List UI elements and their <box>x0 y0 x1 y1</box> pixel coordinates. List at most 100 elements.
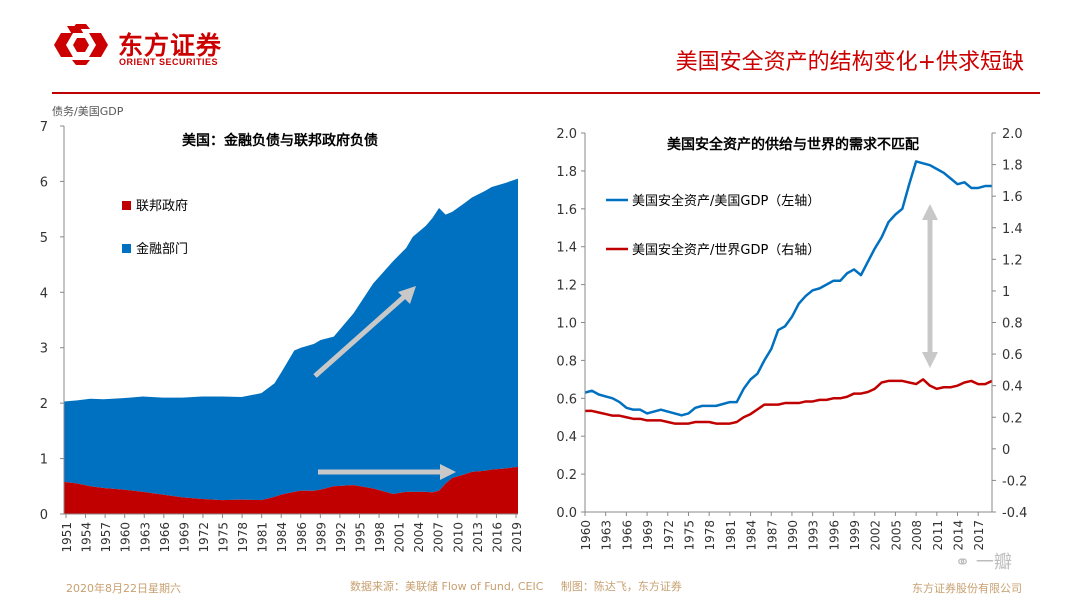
footer-company: 东方证券股份有限公司 <box>912 582 1022 595</box>
chart-safe-asset-supply-demand: 0.0 0.2 0.4 0.6 0.8 1.0 1.2 1.4 1.6 1.8 2.0 -0.4 -0.… <box>556 127 1027 551</box>
right-chart-right-y-tick-label: 1.8 <box>1002 159 1023 174</box>
footer-source-block: 数据来源：美联储 Flow of Fund, CEIC 制图：陈达飞，东方证券 <box>350 578 696 594</box>
right-x-tick-label: 1993 <box>807 520 821 551</box>
right-chart-left-y-tick-label: 1.0 <box>556 317 577 332</box>
left-plot-area <box>64 178 518 514</box>
right-x-tick-label: 1999 <box>848 520 862 551</box>
right-chart-right-y-tick-label: 0.8 <box>1002 317 1023 332</box>
left-y-tick-label: 7 <box>40 120 48 135</box>
right-x-tick-label: 2011 <box>931 520 945 551</box>
right-chart-right-y-tick-label: 1.6 <box>1002 190 1023 205</box>
left-x-tick-label: 1995 <box>353 522 367 553</box>
left-y-tick-label: 6 <box>40 175 48 190</box>
right-chart-right-y-tick-label: 2.0 <box>1002 127 1023 142</box>
right-x-tick-label: 1966 <box>620 520 634 551</box>
right-chart-right-y-tick-label: 0.6 <box>1002 348 1023 363</box>
footer-date: 2020年8月22日星期六 <box>66 582 181 595</box>
right-x-tick-label: 1984 <box>745 520 759 551</box>
right-chart-right-y-tick-label: -0.4 <box>1002 506 1027 521</box>
left-y-tick-label: 3 <box>40 342 48 357</box>
right-chart-right-y-tick-label: 1.4 <box>1002 222 1023 237</box>
right-x-tick-label: 1963 <box>600 520 614 551</box>
right-chart-left-y-tick-label: 0.8 <box>556 354 577 369</box>
right-x-tick-label: 1978 <box>703 520 717 551</box>
left-x-tick-label: 1966 <box>158 522 172 553</box>
left-y-tick-label: 0 <box>40 508 48 523</box>
line-us-safe-asset-to-world-gdp <box>585 378 993 425</box>
right-x-tick-label: 1960 <box>579 520 593 551</box>
left-x-tick-label: 1960 <box>119 522 133 553</box>
left-x-tick-label: 2019 <box>510 522 524 553</box>
right-chart-left-y-tick-label: 1.6 <box>556 203 577 218</box>
right-plot-area <box>584 160 993 425</box>
left-x-tick-label: 1969 <box>177 522 191 553</box>
arrow-flat-federal <box>318 464 456 480</box>
right-x-tick-label: 1996 <box>827 520 841 551</box>
legend-label-federal: 联邦政府 <box>136 199 188 214</box>
title-divider <box>52 92 1040 94</box>
arrow-supply-demand-gap <box>922 204 938 368</box>
legend-label-us-gdp: 美国安全资产/美国GDP（左轴） <box>632 193 820 209</box>
right-x-tick-label: 1990 <box>786 520 800 551</box>
left-x-tick-label: 1992 <box>334 522 348 553</box>
right-x-tick-label: 2017 <box>972 520 986 551</box>
right-chart-left-y-tick-label: 0.4 <box>556 430 577 445</box>
right-chart-right-y-tick-label: 0.2 <box>1002 411 1023 426</box>
right-chart-left-y-tick-label: 0.0 <box>556 506 577 521</box>
right-x-tick-label: 2005 <box>889 520 903 551</box>
left-ylabel: 债务/美国GDP <box>52 104 124 118</box>
right-chart-left-y-tick-label: 0.2 <box>556 468 577 483</box>
left-x-tick-label: 1972 <box>197 522 211 553</box>
right-chart-right-y-tick-label: -0.2 <box>1002 474 1027 489</box>
right-chart-right-y-tick-label: 0 <box>1002 443 1010 458</box>
right-chart-right-y-tick-label: 1.2 <box>1002 253 1023 268</box>
right-chart-right-y-tick-label: 0.4 <box>1002 380 1023 395</box>
left-x-tick-label: 1954 <box>80 522 94 553</box>
left-x-tick-label: 1957 <box>99 522 113 553</box>
left-x-tick-label: 1978 <box>236 522 250 553</box>
right-x-tick-label: 1987 <box>765 520 779 551</box>
right-chart-left-y-tick-label: 0.6 <box>556 392 577 407</box>
left-x-tick-label: 1989 <box>314 522 328 553</box>
left-x-tick-label: 2007 <box>432 522 446 553</box>
left-y-tick-label: 5 <box>40 231 48 246</box>
footer-made-by: 制图：陈达飞，东方证券 <box>560 580 682 593</box>
right-chart-left-y-tick-label: 1.2 <box>556 279 577 294</box>
logo-name-en: ORIENT SECURITIES <box>119 57 219 67</box>
left-x-tick-label: 1986 <box>295 522 309 553</box>
legend-label-financial: 金融部门 <box>136 241 188 257</box>
legend-swatch-financial <box>122 244 131 253</box>
footer-source: 数据来源：美联储 Flow of Fund, CEIC <box>350 580 544 593</box>
logo-name-cn: 东方证券 <box>118 31 223 60</box>
wechat-watermark: ⚭ 一瓣 <box>955 548 1012 574</box>
right-chart-title: 美国安全资产的供给与世界的需求不匹配 <box>667 136 919 153</box>
chart-financial-federal-debt: 债务/美国GDP 0 1 2 3 4 5 6 7 1951 1954 1957 1960 1963 196… <box>40 104 524 553</box>
line-us-safe-asset-to-us-gdp <box>584 160 992 417</box>
left-axes: 0 1 2 3 4 5 6 7 1951 1954 1957 1960 1963 1966 1969 1972… <box>40 120 524 553</box>
left-chart-title: 美国：金融负债与联邦政府负债 <box>182 132 378 149</box>
legend-swatch-federal <box>122 201 131 210</box>
left-x-tick-label: 1998 <box>373 522 387 553</box>
watermark-text: 一瓣 <box>975 552 1012 573</box>
left-y-tick-label: 2 <box>40 397 48 412</box>
left-x-tick-label: 1984 <box>275 522 289 553</box>
right-chart-left-y-tick-label: 2.0 <box>556 127 577 142</box>
right-x-tick-label: 2014 <box>952 520 966 551</box>
wechat-icon: ⚭ <box>955 552 971 573</box>
orient-securities-logo-icon <box>54 24 108 65</box>
right-chart-right-y-tick-label: 1 <box>1002 285 1010 300</box>
left-y-tick-label: 1 <box>40 453 48 468</box>
left-x-tick-label: 2001 <box>393 522 407 553</box>
left-x-tick-label: 2013 <box>471 522 485 553</box>
arrow-rising-financial <box>313 286 416 378</box>
right-x-tick-label: 1981 <box>724 520 738 551</box>
left-x-tick-label: 2004 <box>412 522 426 553</box>
right-x-tick-label: 1975 <box>682 520 696 551</box>
left-x-tick-label: 2016 <box>490 522 504 553</box>
right-x-tick-label: 2008 <box>910 520 924 551</box>
legend-label-world-gdp: 美国安全资产/世界GDP（右轴） <box>632 242 820 258</box>
right-x-tick-label: 1972 <box>662 520 676 551</box>
left-y-tick-label: 4 <box>40 286 48 301</box>
area-federal-government <box>64 466 518 514</box>
